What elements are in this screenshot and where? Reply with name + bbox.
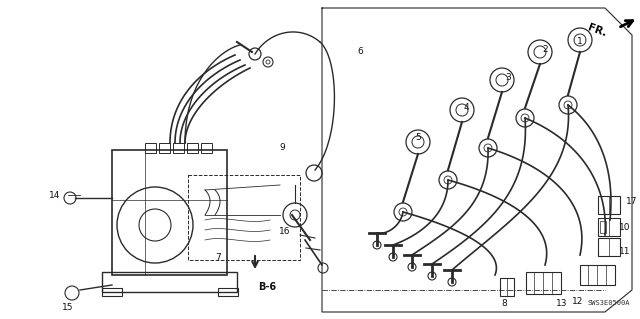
Text: 12: 12	[572, 298, 584, 307]
Bar	[187, 143, 198, 153]
Text: SWS3E0500A: SWS3E0500A	[588, 300, 630, 306]
Bar	[102, 288, 122, 296]
Bar	[102, 272, 237, 292]
Text: 17: 17	[627, 197, 637, 206]
Text: 2: 2	[542, 46, 548, 55]
Bar	[600, 221, 606, 233]
Text: 9: 9	[279, 144, 285, 152]
Text: 5: 5	[415, 133, 421, 143]
Text: 8: 8	[501, 299, 507, 308]
Text: 7: 7	[215, 254, 221, 263]
Bar	[580, 265, 615, 285]
Text: 6: 6	[357, 48, 363, 56]
Bar	[598, 218, 620, 236]
Text: 4: 4	[463, 103, 469, 113]
Bar	[201, 143, 212, 153]
Bar	[598, 196, 620, 214]
Text: B-6: B-6	[258, 282, 276, 292]
Text: 16: 16	[279, 227, 291, 236]
Bar	[159, 143, 170, 153]
Text: 13: 13	[556, 299, 568, 308]
Bar	[500, 278, 514, 296]
Bar	[145, 143, 156, 153]
Bar	[112, 150, 227, 275]
Text: 11: 11	[620, 248, 631, 256]
Text: 14: 14	[49, 190, 61, 199]
Bar	[218, 288, 238, 296]
Bar	[598, 238, 620, 256]
Text: 15: 15	[62, 303, 74, 313]
Bar	[173, 143, 184, 153]
Text: 3: 3	[505, 73, 511, 83]
Text: FR.: FR.	[586, 22, 608, 38]
Text: 1: 1	[577, 38, 583, 47]
Text: 10: 10	[620, 224, 631, 233]
Bar	[526, 272, 561, 294]
